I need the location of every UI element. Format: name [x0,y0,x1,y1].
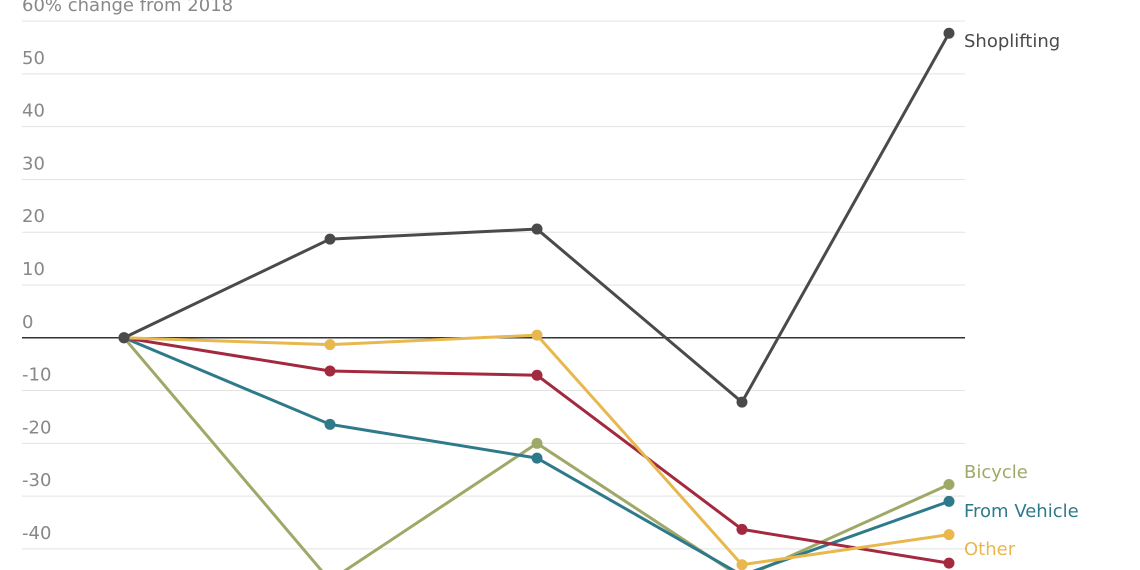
data-point [531,437,543,449]
y-tick-label: -20 [22,417,51,438]
data-point [736,396,748,408]
y-tick-label: 0 [22,312,33,333]
y-tick-label: -10 [22,365,51,386]
y-tick-label: 20 [22,206,45,227]
data-point [943,495,955,507]
data-point [736,523,748,535]
data-point [943,27,955,39]
data-point [943,479,955,490]
plot-area [118,27,955,570]
data-point [324,418,336,430]
y-tick-label: 50 [22,48,45,69]
series-label: Other [964,539,1016,560]
series-label: Shoplifting [964,31,1060,52]
y-tick-label: -40 [22,523,51,544]
data-point [531,223,543,235]
series-label: Bicycle [964,462,1028,483]
series-label: From Vehicle [964,501,1079,522]
y-tick-label: 40 [22,101,45,122]
data-point [324,233,336,245]
series-line [123,333,950,567]
data-point [531,452,543,464]
y-tick-label: 60% change from 2018 [22,0,233,16]
data-point [736,559,748,570]
data-point [943,529,955,541]
data-point [531,369,543,381]
y-tick-label: -30 [22,470,51,491]
data-point [943,557,955,569]
series-line [123,32,951,405]
data-point [324,365,336,377]
data-point [531,329,543,341]
y-tick-label: 30 [22,153,45,174]
data-point [324,339,336,351]
data-point [118,332,130,344]
y-tick-label: 10 [22,259,45,280]
